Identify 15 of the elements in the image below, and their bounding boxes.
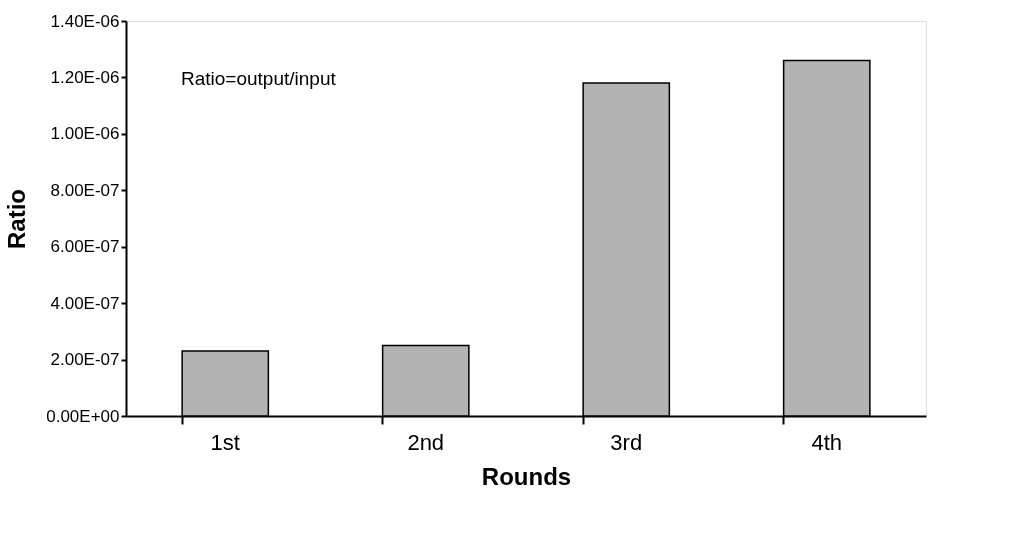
y-tick-label: 0.00E+00 <box>46 406 120 426</box>
y-tick-label: 6.00E-07 <box>50 237 120 257</box>
x-tick-label: 4th <box>811 429 843 455</box>
y-tick-label: 1.40E-06 <box>50 11 120 31</box>
y-tick-label: 1.00E-06 <box>50 124 120 144</box>
y-axis-title: Ratio <box>3 189 31 249</box>
annotation: Ratio=output/input <box>181 68 337 89</box>
y-tick-label: 1.20E-06 <box>50 67 120 87</box>
y-tick-label: 2.00E-07 <box>50 350 120 370</box>
x-tick-label: 2nd <box>407 429 445 455</box>
y-tick-label: 8.00E-07 <box>50 180 120 200</box>
x-tick-label: 1st <box>210 429 240 455</box>
y-tick-label: 4.00E-07 <box>50 293 120 313</box>
x-tick-label: 3rd <box>610 429 643 455</box>
x-axis-title: Rounds <box>481 462 572 490</box>
